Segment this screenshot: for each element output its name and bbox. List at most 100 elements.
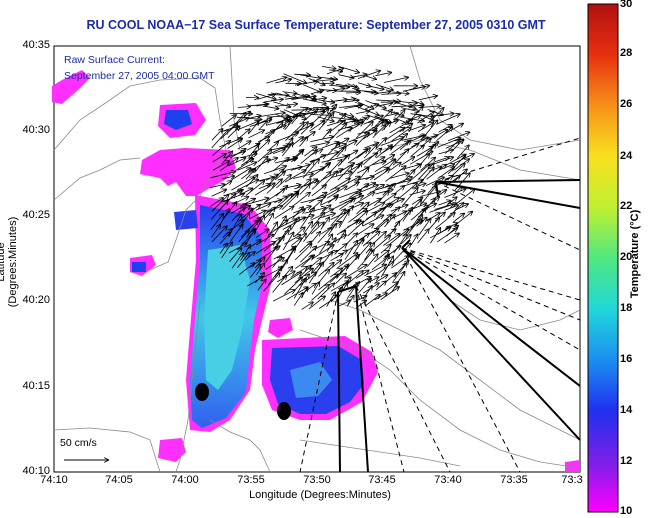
- current-vector: [246, 240, 261, 250]
- x-tick-label: 73:40: [434, 474, 462, 486]
- current-vector: [210, 184, 224, 189]
- current-vector: [385, 166, 405, 182]
- current-vector: [255, 204, 271, 211]
- current-vector: [317, 227, 332, 244]
- current-vector: [300, 123, 313, 135]
- current-vector: [299, 272, 317, 287]
- current-vector: [229, 225, 243, 242]
- current-vector: [380, 137, 404, 146]
- current-vector: [268, 142, 278, 151]
- colorbar-tick: 28: [620, 47, 633, 59]
- current-vector: [434, 213, 455, 230]
- current-vector: [212, 141, 230, 156]
- current-vector: [444, 205, 459, 211]
- current-vector: [400, 235, 411, 245]
- current-vector: [392, 110, 404, 123]
- current-vector: [371, 220, 388, 235]
- current-vector: [303, 222, 312, 234]
- current-vector: [355, 211, 368, 223]
- current-vector: [310, 223, 324, 235]
- current-vector: [363, 74, 376, 79]
- current-vector: [355, 301, 366, 309]
- current-vector: [353, 238, 364, 255]
- current-vector: [362, 232, 380, 247]
- current-vector: [428, 167, 441, 172]
- current-vector: [425, 177, 444, 186]
- current-vector: [328, 224, 336, 236]
- current-vector: [282, 139, 293, 151]
- current-vector: [375, 73, 391, 77]
- current-vector: [272, 149, 285, 154]
- y-tick-label: 40:35: [22, 39, 50, 51]
- current-vector: [318, 100, 335, 103]
- current-vector: [337, 155, 349, 167]
- colorbar-tick: 10: [620, 505, 633, 517]
- current-vector: [421, 106, 440, 107]
- colorbar-label: Temperature (°C): [629, 209, 641, 299]
- current-vector: [272, 147, 287, 151]
- current-vector: [294, 244, 311, 261]
- current-vector: [302, 93, 315, 100]
- current-vector: [372, 121, 383, 132]
- current-vector: [407, 107, 423, 124]
- current-vector: [356, 148, 370, 159]
- current-vector: [327, 195, 338, 204]
- current-vector: [336, 114, 346, 124]
- current-vector: [248, 121, 258, 135]
- current-vector: [355, 133, 369, 147]
- current-vector: [330, 179, 350, 191]
- current-vector: [313, 79, 334, 81]
- current-vector: [265, 247, 277, 263]
- current-vector: [426, 165, 446, 180]
- current-vector: [382, 184, 396, 196]
- current-vector: [349, 74, 366, 79]
- x-axis-label: Longitude (Degrees:Minutes): [249, 489, 391, 501]
- current-vector: [300, 150, 317, 164]
- current-vector: [403, 204, 426, 213]
- current-vector: [281, 143, 293, 157]
- current-vector: [417, 112, 434, 124]
- current-vector: [291, 113, 301, 125]
- current-vector: [273, 101, 290, 107]
- current-vector: [308, 78, 325, 85]
- current-vector: [229, 248, 242, 262]
- current-vector: [390, 173, 409, 179]
- sst-cold-water: [164, 110, 192, 130]
- current-vector: [329, 85, 349, 87]
- current-vector: [321, 83, 334, 84]
- current-vector: [374, 186, 391, 191]
- current-vector: [230, 190, 242, 198]
- current-vector: [310, 137, 334, 142]
- current-vector: [310, 142, 329, 147]
- current-vector: [255, 263, 264, 276]
- current-vector: [263, 106, 279, 109]
- current-vector: [274, 260, 287, 278]
- current-vector: [347, 163, 362, 179]
- current-vector: [448, 155, 465, 175]
- current-vector: [345, 151, 357, 158]
- current-vector: [434, 157, 449, 163]
- current-vector: [236, 253, 249, 269]
- current-vector: [399, 144, 419, 156]
- current-vector: [248, 130, 264, 139]
- y-tick-label: 40:10: [22, 465, 50, 477]
- current-vector: [393, 235, 407, 254]
- current-vector: [453, 139, 463, 151]
- current-vector: [410, 235, 417, 246]
- current-vector: [453, 214, 464, 223]
- current-vector: [220, 158, 238, 171]
- current-vector: [344, 265, 367, 279]
- colorbar-tick: 22: [620, 200, 633, 212]
- current-vector: [375, 204, 390, 220]
- current-vector: [211, 195, 228, 212]
- current-vector: [346, 284, 357, 299]
- current-vector: [275, 104, 297, 107]
- current-vector: [290, 218, 299, 231]
- current-vector: [419, 154, 429, 165]
- current-vector: [411, 136, 424, 142]
- current-vector: [210, 198, 223, 207]
- current-vector: [267, 221, 287, 236]
- current-vector: [394, 186, 404, 195]
- current-vector: [453, 159, 469, 171]
- current-vector: [363, 145, 377, 159]
